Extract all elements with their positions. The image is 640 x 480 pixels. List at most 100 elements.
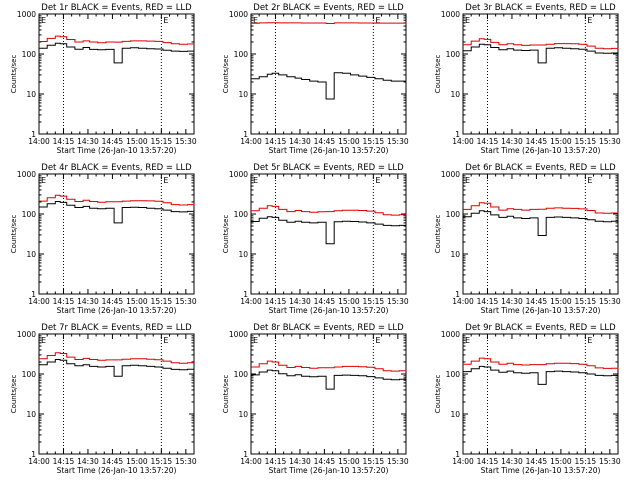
y-tick-label: 1 (243, 130, 248, 139)
x-tick-label: 14:00 (28, 297, 50, 306)
x-tick-label: 15:00 (126, 457, 148, 466)
y-tick-label: 1000 (17, 10, 36, 19)
x-tick-label: 14:45 (102, 457, 124, 466)
x-tick-label: 15:15 (151, 457, 173, 466)
x-tick-label: 15:30 (387, 297, 409, 306)
chart-title: Det 1r BLACK = Events, RED = LLD (41, 3, 192, 13)
lld-series-line (39, 352, 195, 364)
lld-series-line (251, 360, 407, 372)
y-tick-label: 10 (238, 250, 248, 259)
marker-label: E (163, 336, 168, 345)
lld-series-line (251, 22, 407, 24)
x-tick-label: 14:15 (53, 457, 75, 466)
x-tick-label: 15:00 (338, 457, 360, 466)
x-tick-label: 14:45 (102, 297, 124, 306)
events-series-line (251, 369, 407, 390)
marker-label: E (587, 336, 592, 345)
y-tick-label: 100 (234, 370, 249, 379)
marker-label: E (587, 176, 592, 185)
x-tick-label: 15:00 (550, 137, 572, 146)
y-tick-label: 100 (446, 370, 461, 379)
lld-series-line (463, 357, 619, 369)
marker-label: E (375, 336, 380, 345)
chart-title: Det 6r BLACK = Events, RED = LLD (465, 163, 616, 173)
x-tick-label: 14:45 (314, 457, 336, 466)
lld-series-line (463, 38, 619, 50)
y-tick-label: 100 (234, 210, 249, 219)
x-tick-label: 14:15 (477, 457, 499, 466)
x-tick-label: 15:15 (363, 137, 385, 146)
x-axis-label: Start Time (26-Jan-10 13:57:20) (481, 466, 601, 475)
x-tick-label: 14:00 (28, 137, 50, 146)
y-tick-label: 1 (455, 450, 460, 459)
plot-frame (38, 173, 195, 295)
x-tick-label: 14:30 (77, 137, 99, 146)
y-tick-label: 1000 (441, 10, 460, 19)
marker-label: E (375, 16, 380, 25)
chart-title: Det 8r BLACK = Events, RED = LLD (253, 323, 404, 333)
x-axis-label: Start Time (26-Jan-10 13:57:20) (269, 306, 389, 315)
x-tick-label: 15:30 (175, 137, 197, 146)
x-tick-label: 15:00 (550, 297, 572, 306)
x-tick-label: 14:30 (77, 457, 99, 466)
plot-frame (250, 333, 407, 455)
y-axis-label: Counts/sec (10, 215, 18, 254)
x-tick-label: 14:30 (501, 137, 523, 146)
x-tick-label: 15:15 (151, 137, 173, 146)
x-tick-label: 15:30 (387, 137, 409, 146)
plot-frame (38, 13, 195, 135)
marker-label: E (465, 336, 470, 345)
y-tick-label: 10 (26, 410, 36, 419)
y-tick-label: 100 (446, 210, 461, 219)
marker-label: E (253, 16, 258, 25)
y-tick-label: 10 (26, 250, 36, 259)
lld-series-line (251, 205, 407, 216)
events-series-line (463, 365, 619, 385)
x-tick-label: 14:45 (526, 457, 548, 466)
x-tick-label: 15:30 (387, 457, 409, 466)
x-tick-label: 14:45 (314, 137, 336, 146)
y-tick-label: 1 (243, 290, 248, 299)
y-tick-label: 1000 (441, 330, 460, 339)
marker-label: E (41, 16, 46, 25)
x-tick-label: 14:45 (314, 297, 336, 306)
x-tick-label: 14:00 (452, 297, 474, 306)
y-tick-label: 10 (238, 410, 248, 419)
lld-series-line (39, 194, 195, 206)
x-tick-label: 14:15 (265, 457, 287, 466)
y-tick-label: 10 (26, 90, 36, 99)
marker-label: E (465, 16, 470, 25)
x-axis-label: Start Time (26-Jan-10 13:57:20) (481, 306, 601, 315)
y-tick-label: 1000 (441, 170, 460, 179)
events-series-line (251, 216, 407, 245)
x-tick-label: 15:15 (363, 297, 385, 306)
x-tick-label: 14:15 (477, 137, 499, 146)
events-series-line (463, 43, 619, 64)
x-tick-label: 15:15 (575, 457, 597, 466)
x-tick-label: 15:15 (575, 137, 597, 146)
y-tick-label: 100 (22, 210, 37, 219)
y-tick-label: 10 (238, 90, 248, 99)
chart-title: Det 4r BLACK = Events, RED = LLD (41, 163, 192, 173)
x-axis-label: Start Time (26-Jan-10 13:57:20) (57, 146, 177, 155)
x-axis-label: Start Time (26-Jan-10 13:57:20) (57, 466, 177, 475)
events-series-line (463, 210, 619, 236)
plot-frame (38, 333, 195, 455)
y-axis-label: Counts/sec (10, 55, 18, 94)
y-tick-label: 1000 (17, 330, 36, 339)
y-tick-label: 100 (22, 370, 37, 379)
y-tick-label: 1 (455, 130, 460, 139)
x-tick-label: 15:30 (599, 457, 621, 466)
x-tick-label: 14:15 (53, 297, 75, 306)
y-axis-label: Counts/sec (222, 375, 230, 414)
x-axis-label: Start Time (26-Jan-10 13:57:20) (269, 146, 389, 155)
x-tick-label: 15:15 (575, 297, 597, 306)
x-tick-label: 14:15 (53, 137, 75, 146)
y-tick-label: 1000 (229, 330, 248, 339)
marker-label: E (375, 176, 380, 185)
x-tick-label: 14:30 (289, 457, 311, 466)
